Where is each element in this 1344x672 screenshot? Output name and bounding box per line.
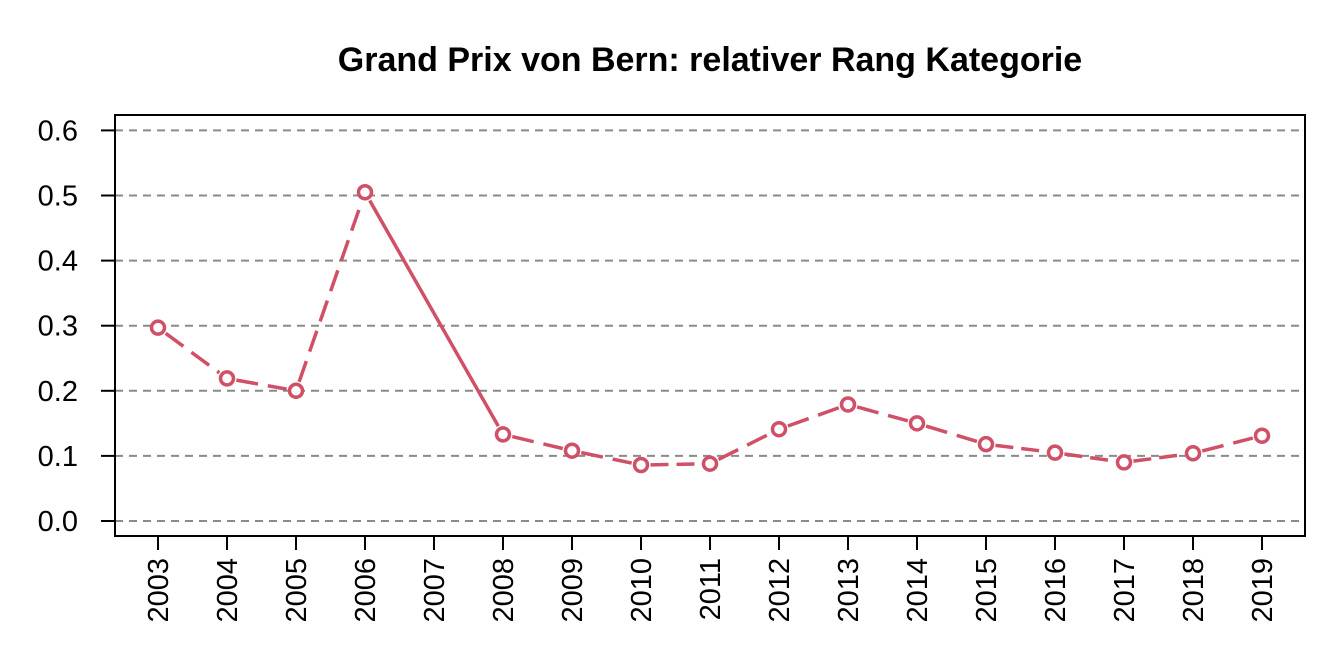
x-axis: 2003 2004 2005 2006 2007 2008 2009 2010 2011 2012… xyxy=(143,536,1279,623)
series-line-segment xyxy=(1064,452,1115,463)
data-point xyxy=(632,456,650,474)
series-line-segment xyxy=(164,331,221,375)
data-point xyxy=(839,396,857,413)
series-line-segment xyxy=(1201,436,1254,453)
x-tick-label: 2016 xyxy=(1040,558,1072,623)
data-point xyxy=(701,455,719,472)
data-point xyxy=(287,382,305,400)
x-tick-label: 2017 xyxy=(1109,558,1141,623)
x-tick-label: 2009 xyxy=(557,558,589,623)
x-tick-label: 2018 xyxy=(1178,558,1210,623)
x-tick-label: 2008 xyxy=(488,558,520,623)
y-tick-label: 0.5 xyxy=(38,181,78,213)
y-tick-label: 0.2 xyxy=(38,376,78,408)
x-tick-label: 2014 xyxy=(902,558,934,623)
x-tick-label: 2013 xyxy=(833,558,865,623)
x-tick-label: 2005 xyxy=(281,558,313,623)
data-point xyxy=(1046,444,1064,461)
series-layer xyxy=(149,183,1271,474)
data-point xyxy=(977,435,995,453)
series-line-segment xyxy=(236,378,287,391)
x-tick-label: 2012 xyxy=(764,558,796,623)
series-line-segment xyxy=(650,462,701,467)
y-tick-label: 0.4 xyxy=(38,246,78,278)
data-point xyxy=(1184,445,1202,462)
data-point xyxy=(149,319,167,336)
x-tick-label: 2011 xyxy=(695,558,727,620)
series-line-segment xyxy=(717,431,772,462)
x-tick-label: 2004 xyxy=(212,558,244,623)
series-line-segment xyxy=(580,450,633,465)
data-point xyxy=(1253,427,1271,444)
data-point xyxy=(908,415,926,432)
series-line-segment xyxy=(925,424,978,444)
plot-frame xyxy=(114,114,1306,537)
y-tick-label: 0.1 xyxy=(38,441,78,473)
series-line-segment xyxy=(297,200,364,383)
series-line-segment xyxy=(368,199,500,428)
x-tick-label: 2003 xyxy=(143,558,175,623)
data-point xyxy=(770,420,788,438)
x-tick-label: 2007 xyxy=(419,558,451,623)
x-tick-label: 2006 xyxy=(350,558,382,623)
data-point xyxy=(356,183,374,201)
y-tick-label: 0.0 xyxy=(38,506,78,538)
data-point xyxy=(494,426,512,443)
y-axis: 0.0 0.1 0.2 0.3 0.4 0.5 0.6 xyxy=(38,115,115,538)
x-tick-label: 2010 xyxy=(626,558,658,623)
data-point xyxy=(218,370,236,387)
data-point xyxy=(563,442,581,459)
series-line-segment xyxy=(787,406,840,428)
x-tick-label: 2019 xyxy=(1247,558,1279,623)
y-tick-label: 0.3 xyxy=(38,311,78,343)
x-tick-label: 2015 xyxy=(971,558,1003,623)
y-tick-label: 0.6 xyxy=(38,115,78,147)
series-line-segment xyxy=(856,405,909,423)
series-line-segment xyxy=(995,443,1046,454)
series-line-segment xyxy=(1133,452,1184,463)
chart-title: Grand Prix von Bern: relativer Rang Kate… xyxy=(338,41,1082,79)
series-line-segment xyxy=(511,434,564,451)
data-point xyxy=(1115,454,1133,471)
